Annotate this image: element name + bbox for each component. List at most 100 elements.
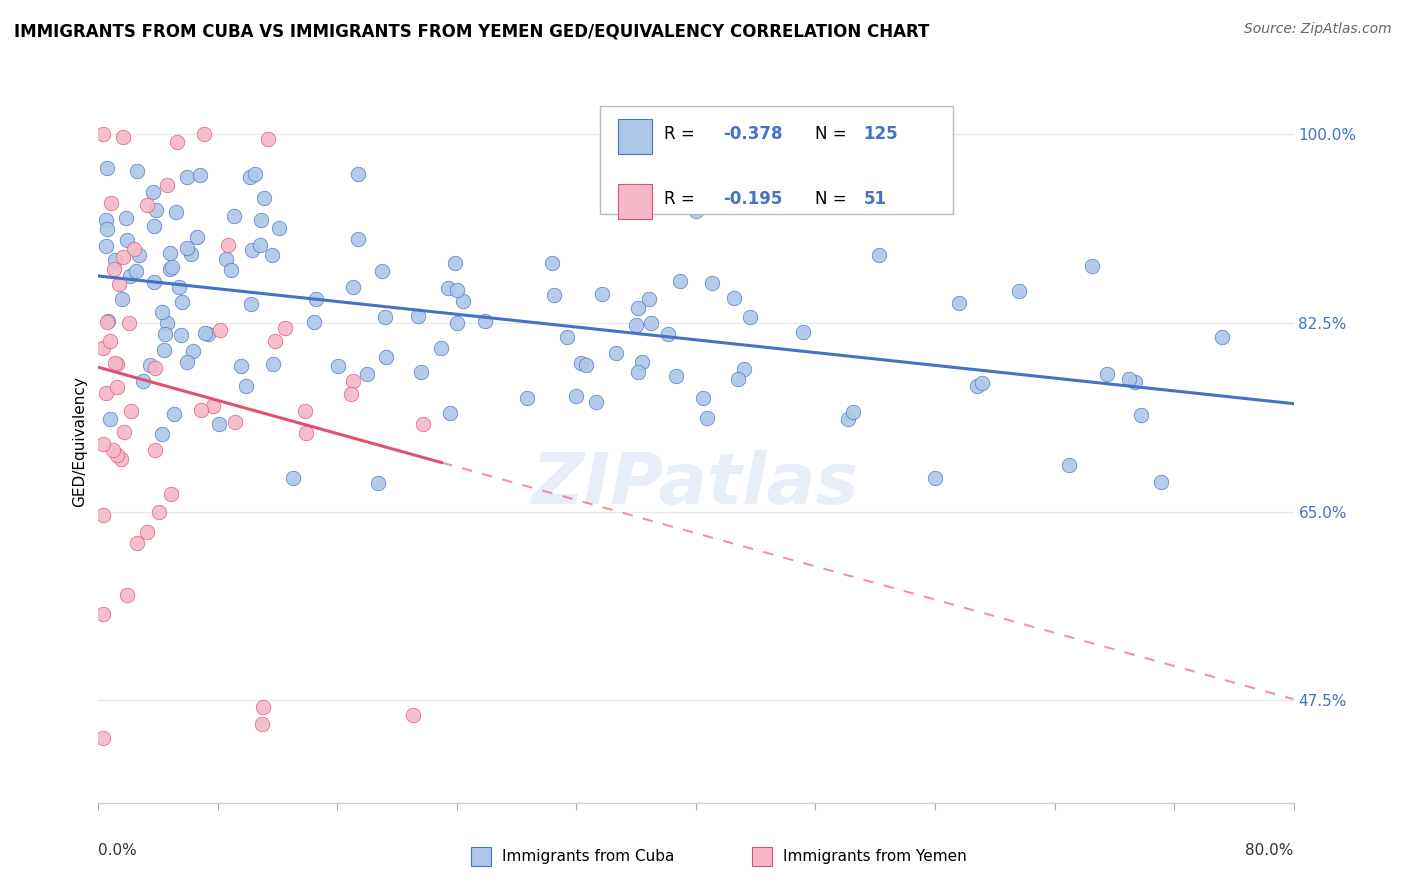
Point [118,269,141,284]
Point [252,717,274,731]
Point [638,292,661,306]
Point [208,417,231,431]
Point [111,250,134,264]
Text: R =: R = [664,126,700,144]
Point [96,386,118,401]
Point [98,411,121,425]
Point [966,379,988,393]
Point [104,252,127,267]
Point [135,524,157,539]
Point [638,191,661,205]
Point [188,169,211,183]
Point [100,196,122,211]
Point [260,248,283,262]
Point [605,345,627,359]
Point [125,536,148,550]
Point [153,327,176,342]
Point [215,252,238,266]
Point [125,164,148,178]
Point [122,243,145,257]
Point [104,355,127,369]
Point [145,203,167,218]
Point [274,320,297,334]
Point [627,365,650,379]
Point [627,301,650,316]
Point [240,243,263,257]
Point [370,264,392,278]
Point [183,343,205,358]
Point [543,288,565,302]
Text: -0.378: -0.378 [724,126,783,144]
Point [98,334,121,348]
Point [150,305,173,319]
Point [107,277,129,292]
Point [1150,475,1173,490]
Bar [619,184,652,219]
Point [346,167,368,181]
Text: Immigrants from Cuba: Immigrants from Cuba [502,849,675,863]
Point [692,391,714,405]
Point [239,169,262,184]
Point [555,330,578,344]
Point [409,365,432,379]
Point [105,357,128,371]
Point [120,404,142,418]
Point [103,261,125,276]
Point [972,376,994,390]
Point [176,355,198,369]
Point [110,452,132,467]
Point [142,219,165,234]
Point [665,369,688,384]
Point [219,263,242,277]
Point [186,230,208,244]
Point [412,417,434,432]
Point [696,411,718,425]
Point [170,294,193,309]
Point [516,391,538,405]
Point [91,508,114,523]
Point [657,326,679,341]
Point [136,198,159,212]
Point [842,405,865,419]
Point [160,260,183,274]
Point [240,297,263,311]
Point [630,355,652,369]
Text: N =: N = [815,191,852,209]
Point [1057,458,1080,472]
Point [91,731,114,745]
Point [159,246,181,260]
Point [118,316,141,330]
Point [128,248,150,262]
Point [256,132,278,146]
Point [176,170,198,185]
Point [91,341,114,355]
Point [91,607,114,622]
Point [148,505,170,519]
Point [229,359,252,373]
Text: 0.0%: 0.0% [98,843,138,857]
Point [565,389,588,403]
Point [167,280,190,294]
Point [117,588,139,602]
Point [96,161,118,176]
Point [143,443,166,458]
Point [152,426,174,441]
Point [253,191,276,205]
Point [94,239,117,253]
Point [96,315,118,329]
Point [96,222,118,236]
FancyBboxPatch shape [600,105,953,214]
Point [294,425,316,440]
Point [156,316,179,330]
Point [160,487,183,501]
Point [837,412,859,426]
Point [94,212,117,227]
Point [727,372,749,386]
Point [143,360,166,375]
Point [669,274,692,288]
Point [446,283,468,297]
Point [202,400,225,414]
Point [142,185,165,199]
Point [1118,372,1140,386]
Point [685,203,707,218]
